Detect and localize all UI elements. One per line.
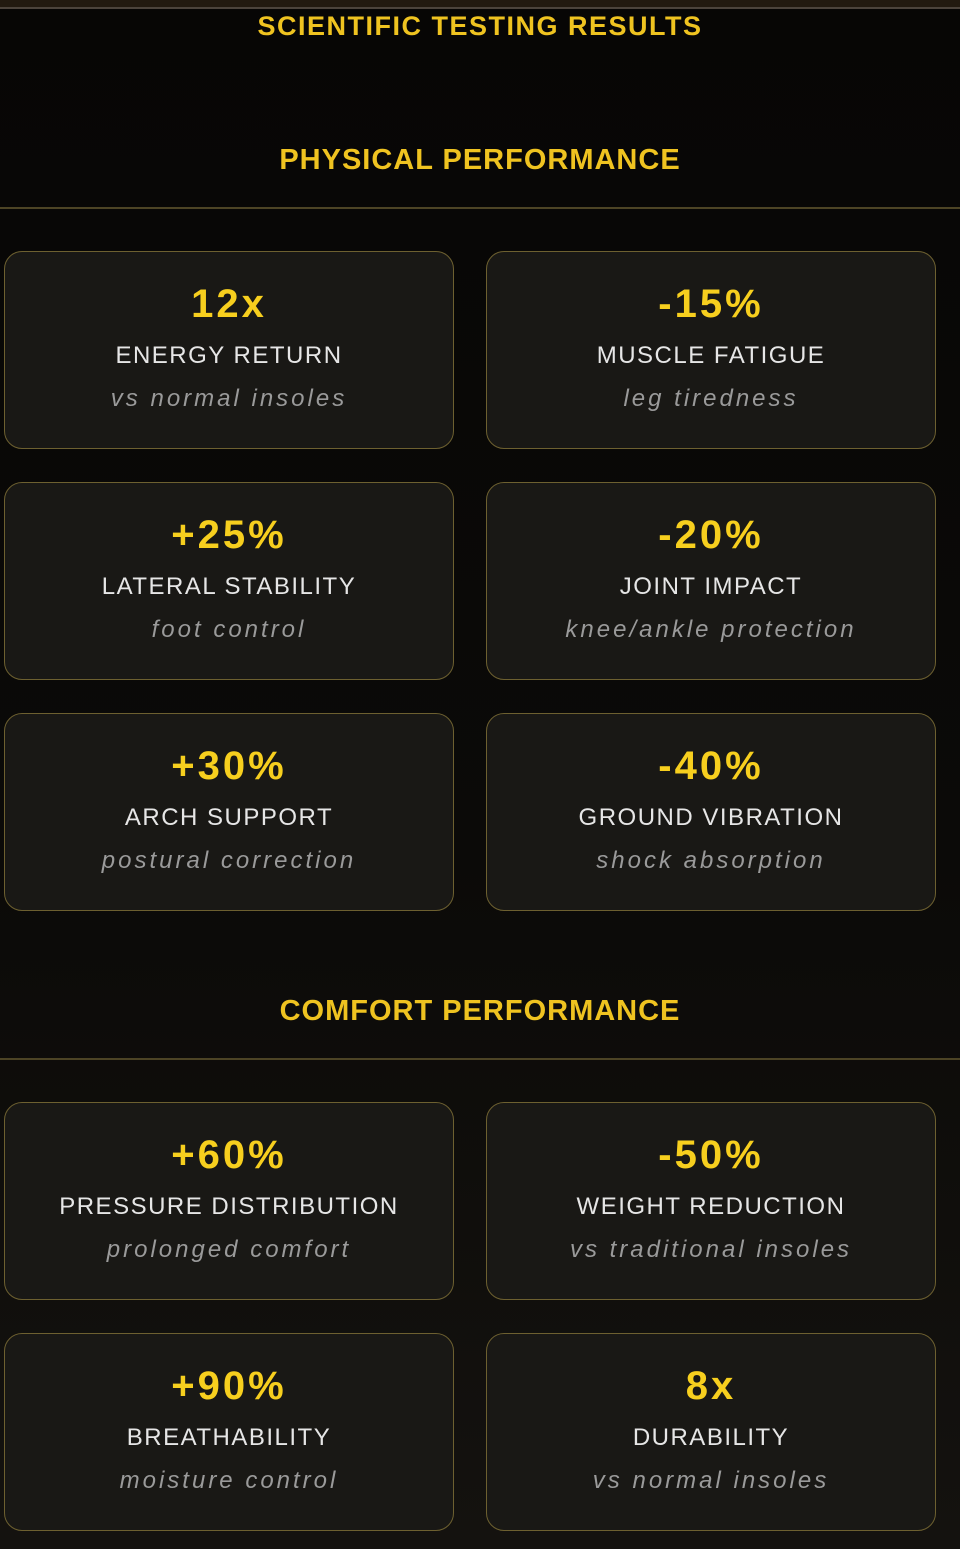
physical-cards-grid: 12x ENERGY RETURN vs normal insoles -15%… bbox=[0, 251, 960, 911]
stat-sublabel: vs traditional insoles bbox=[569, 1236, 853, 1263]
stat-value: -40% bbox=[658, 744, 764, 788]
stat-value: +60% bbox=[171, 1133, 287, 1177]
stat-label: MUSCLE FATIGUE bbox=[596, 342, 826, 369]
stat-label: ARCH SUPPORT bbox=[124, 804, 334, 831]
stat-card-arch-support: +30% ARCH SUPPORT postural correction bbox=[4, 713, 454, 911]
stat-sublabel: vs normal insoles bbox=[110, 385, 348, 412]
stat-card-durability: 8x DURABILITY vs normal insoles bbox=[486, 1333, 936, 1531]
stat-value: +25% bbox=[171, 513, 287, 557]
stat-value: 12x bbox=[191, 282, 267, 326]
header-strip bbox=[0, 0, 960, 9]
stat-label: DURABILITY bbox=[632, 1424, 790, 1451]
stat-sublabel: knee/ankle protection bbox=[565, 616, 857, 643]
stat-label: LATERAL STABILITY bbox=[101, 573, 357, 600]
section-comfort: COMFORT PERFORMANCE +60% PRESSURE DISTRI… bbox=[0, 995, 960, 1531]
stat-value: -20% bbox=[658, 513, 764, 557]
stat-label: WEIGHT REDUCTION bbox=[576, 1193, 846, 1220]
stat-sublabel: foot control bbox=[151, 616, 307, 643]
comfort-cards-grid: +60% PRESSURE DISTRIBUTION prolonged com… bbox=[0, 1102, 960, 1531]
stat-label: JOINT IMPACT bbox=[619, 573, 803, 600]
stat-label: GROUND VIBRATION bbox=[578, 804, 844, 831]
page-title: SCIENTIFIC TESTING RESULTS bbox=[257, 11, 703, 41]
stat-card-breathability: +90% BREATHABILITY moisture control bbox=[4, 1333, 454, 1531]
stat-label: PRESSURE DISTRIBUTION bbox=[59, 1193, 399, 1220]
section-divider bbox=[0, 207, 960, 209]
stat-label: BREATHABILITY bbox=[126, 1424, 332, 1451]
stat-card-lateral-stability: +25% LATERAL STABILITY foot control bbox=[4, 482, 454, 680]
stat-sublabel: moisture control bbox=[119, 1467, 339, 1494]
stat-card-pressure-distribution: +60% PRESSURE DISTRIBUTION prolonged com… bbox=[4, 1102, 454, 1300]
stat-card-joint-impact: -20% JOINT IMPACT knee/ankle protection bbox=[486, 482, 936, 680]
section-divider bbox=[0, 1058, 960, 1060]
stat-sublabel: shock absorption bbox=[596, 847, 826, 874]
stat-value: -50% bbox=[658, 1133, 764, 1177]
stat-value: +30% bbox=[171, 744, 287, 788]
section-heading-comfort: COMFORT PERFORMANCE bbox=[279, 995, 681, 1027]
stat-sublabel: postural correction bbox=[101, 847, 357, 874]
stat-sublabel: vs normal insoles bbox=[592, 1467, 830, 1494]
stat-card-muscle-fatigue: -15% MUSCLE FATIGUE leg tiredness bbox=[486, 251, 936, 449]
stat-value: 8x bbox=[685, 1364, 737, 1408]
stat-value: -15% bbox=[658, 282, 764, 326]
stat-sublabel: prolonged comfort bbox=[106, 1236, 352, 1263]
section-heading-physical: PHYSICAL PERFORMANCE bbox=[279, 144, 681, 176]
stat-value: +90% bbox=[171, 1364, 287, 1408]
stat-label: ENERGY RETURN bbox=[115, 342, 343, 369]
section-physical: PHYSICAL PERFORMANCE 12x ENERGY RETURN v… bbox=[0, 144, 960, 911]
stat-sublabel: leg tiredness bbox=[623, 385, 799, 412]
stat-card-energy-return: 12x ENERGY RETURN vs normal insoles bbox=[4, 251, 454, 449]
stat-card-ground-vibration: -40% GROUND VIBRATION shock absorption bbox=[486, 713, 936, 911]
stat-card-weight-reduction: -50% WEIGHT REDUCTION vs traditional ins… bbox=[486, 1102, 936, 1300]
